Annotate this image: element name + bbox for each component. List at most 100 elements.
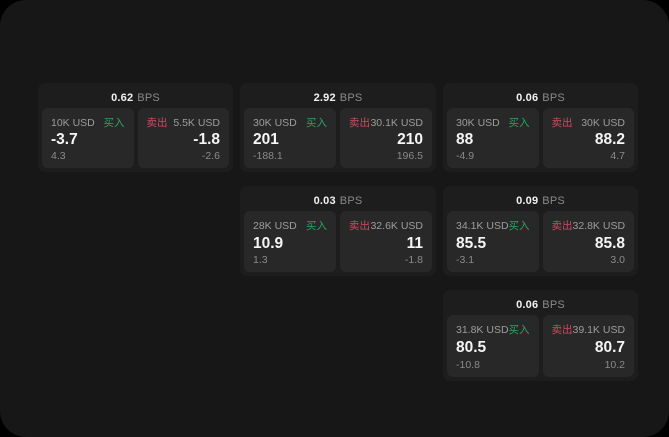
buy-price: 80.5 (456, 339, 487, 357)
bps-value: 0.06 (516, 91, 539, 104)
card-body: 34.1K USD 买入 85.5 -3.1 卖出 32.8K USD 85.8… (447, 211, 634, 272)
sell-label-row: 卖出 30K USD (552, 115, 626, 130)
sell-panel[interactable]: 卖出 30K USD 88.2 4.7 (542, 108, 634, 168)
sell-price: -1.8 (193, 131, 220, 149)
bps-unit-label: BPS (339, 194, 363, 207)
buy-price: 201 (253, 131, 279, 149)
card-body: 31.8K USD 买入 80.5 -10.8 卖出 39.1K USD 80.… (447, 315, 634, 377)
sell-size-label: 5.5K USD (173, 116, 220, 129)
sell-label-row: 卖出 30.1K USD (349, 115, 423, 130)
buy-side-label: 买入 (103, 117, 125, 129)
buy-panel[interactable]: 30K USD 买入 201 -188.1 (244, 108, 336, 168)
card-header: 0.09 BPS (447, 190, 634, 211)
buy-delta: 4.3 (51, 149, 66, 162)
buy-panel[interactable]: 30K USD 买入 88 -4.9 (447, 108, 539, 168)
sell-delta: -2.6 (201, 149, 220, 162)
sell-price: 80.7 (594, 339, 625, 357)
sell-label-row: 卖出 39.1K USD (552, 322, 626, 337)
buy-side-label: 买入 (508, 324, 530, 336)
quote-card: 2.92 BPS 30K USD 买入 201 -188.1 卖出 30.1K … (240, 83, 436, 172)
bps-unit-label: BPS (542, 91, 565, 104)
bps-value: 0.03 (313, 194, 336, 207)
quote-card: 0.62 BPS 10K USD 买入 -3.7 4.3 卖出 5.5K USD… (38, 83, 233, 172)
sell-price: 210 (397, 131, 423, 149)
sell-size-label: 32.6K USD (370, 219, 423, 232)
sell-delta: 10.2 (604, 358, 625, 371)
sell-size-label: 32.8K USD (572, 219, 626, 232)
sell-size-label: 39.1K USD (572, 323, 626, 336)
buy-side-label: 买入 (508, 117, 530, 129)
buy-size-label: 10K USD (51, 116, 95, 129)
bps-unit-label: BPS (339, 91, 363, 104)
sell-panel[interactable]: 卖出 30.1K USD 210 196.5 (340, 108, 432, 168)
sell-side-label: 卖出 (551, 324, 573, 336)
cards-grid: 0.62 BPS 10K USD 买入 -3.7 4.3 卖出 5.5K USD… (38, 83, 638, 381)
card-body: 10K USD 买入 -3.7 4.3 卖出 5.5K USD -1.8 -2.… (42, 108, 229, 168)
buy-panel[interactable]: 31.8K USD 买入 80.5 -10.8 (447, 315, 539, 377)
buy-label-row: 31.8K USD 买入 (456, 322, 530, 337)
buy-side-label: 买入 (508, 220, 530, 232)
bps-value: 2.92 (313, 91, 336, 104)
buy-label-row: 34.1K USD 买入 (456, 218, 530, 233)
buy-size-label: 34.1K USD (456, 219, 509, 232)
buy-delta: 1.3 (253, 253, 268, 266)
buy-size-label: 31.8K USD (456, 323, 509, 336)
bps-value: 0.09 (516, 194, 539, 207)
buy-size-label: 30K USD (253, 116, 297, 129)
sell-side-label: 卖出 (349, 117, 370, 129)
buy-panel[interactable]: 10K USD 买入 -3.7 4.3 (42, 108, 134, 168)
buy-size-label: 28K USD (253, 219, 297, 232)
quote-card: 0.03 BPS 28K USD 买入 10.9 1.3 卖出 32.6K US… (240, 186, 436, 276)
sell-panel[interactable]: 卖出 5.5K USD -1.8 -2.6 (137, 108, 229, 168)
buy-price: -3.7 (51, 131, 78, 149)
card-header: 0.06 BPS (447, 87, 634, 108)
quote-card: 0.09 BPS 34.1K USD 买入 85.5 -3.1 卖出 32.8K… (443, 186, 638, 276)
buy-delta: -10.8 (456, 358, 480, 371)
buy-price: 88 (456, 131, 474, 149)
card-header: 2.92 BPS (244, 87, 432, 108)
buy-panel[interactable]: 34.1K USD 买入 85.5 -3.1 (447, 211, 539, 272)
quote-card: 0.06 BPS 31.8K USD 买入 80.5 -10.8 卖出 39.1… (443, 290, 638, 381)
buy-label-row: 28K USD 买入 (253, 218, 327, 233)
bps-value: 0.06 (516, 298, 539, 311)
sell-side-label: 卖出 (146, 117, 168, 129)
sell-label-row: 卖出 5.5K USD (147, 115, 221, 130)
quote-card: 0.06 BPS 30K USD 买入 88 -4.9 卖出 30K USD 8… (443, 83, 638, 172)
sell-panel[interactable]: 卖出 32.6K USD 11 -1.8 (340, 211, 432, 272)
sell-label-row: 卖出 32.6K USD (349, 218, 423, 233)
sell-label-row: 卖出 32.8K USD (552, 218, 626, 233)
buy-delta: -3.1 (456, 253, 475, 266)
sell-price: 88.2 (594, 131, 625, 149)
sell-delta: 196.5 (396, 149, 423, 162)
bps-unit-label: BPS (137, 91, 160, 104)
sell-delta: 3.0 (610, 253, 625, 266)
buy-delta: -4.9 (456, 149, 475, 162)
sell-panel[interactable]: 卖出 39.1K USD 80.7 10.2 (542, 315, 634, 377)
sell-side-label: 卖出 (551, 117, 573, 129)
buy-panel[interactable]: 28K USD 买入 10.9 1.3 (244, 211, 336, 272)
bps-unit-label: BPS (542, 298, 565, 311)
bps-value: 0.62 (111, 91, 134, 104)
buy-price: 10.9 (253, 234, 284, 252)
buy-side-label: 买入 (306, 117, 327, 129)
buy-label-row: 10K USD 买入 (51, 115, 125, 130)
card-header: 0.06 BPS (447, 294, 634, 315)
buy-side-label: 买入 (306, 220, 327, 232)
card-body: 28K USD 买入 10.9 1.3 卖出 32.6K USD 11 -1.8 (244, 211, 432, 272)
buy-delta: -188.1 (253, 149, 283, 162)
sell-size-label: 30K USD (581, 116, 625, 129)
buy-size-label: 30K USD (456, 116, 500, 129)
buy-label-row: 30K USD 买入 (456, 115, 530, 130)
card-header: 0.62 BPS (42, 87, 229, 108)
sell-price: 85.8 (594, 234, 625, 252)
sell-size-label: 30.1K USD (370, 116, 423, 129)
card-header: 0.03 BPS (244, 190, 432, 211)
card-body: 30K USD 买入 201 -188.1 卖出 30.1K USD 210 1… (244, 108, 432, 168)
buy-price: 85.5 (456, 234, 487, 252)
card-body: 30K USD 买入 88 -4.9 卖出 30K USD 88.2 4.7 (447, 108, 634, 168)
sell-panel[interactable]: 卖出 32.8K USD 85.8 3.0 (542, 211, 634, 272)
sell-delta: -1.8 (404, 253, 423, 266)
bps-unit-label: BPS (542, 194, 565, 207)
sell-side-label: 卖出 (551, 220, 573, 232)
